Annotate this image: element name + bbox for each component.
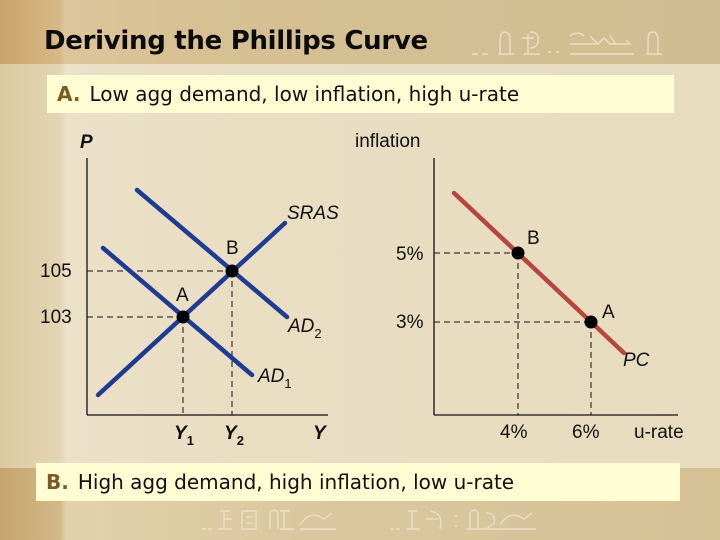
left-graph-axes (86, 158, 328, 416)
ad1-label: AD1 (258, 366, 292, 390)
sras-label: SRAS (287, 203, 339, 224)
pc-point-a-marker (584, 315, 598, 329)
y-tick-3pct: 3% (396, 312, 424, 333)
pc-curve-label: PC (623, 350, 650, 371)
left-graph-curves (95, 187, 290, 398)
left-y-axis-label: P (80, 132, 93, 153)
hieroglyph-decoration-bottom (202, 509, 536, 530)
right-y-axis-label: inflation (355, 131, 421, 152)
ad2-label-sub: 2 (314, 326, 322, 341)
y-tick-103: 103 (40, 307, 72, 328)
left-graph-dashed-guides (87, 270, 233, 415)
y-tick-105: 105 (40, 261, 72, 282)
caption-scenario-b: B. High agg demand, high inflation, low u… (36, 463, 680, 501)
x-tick-y2-main: Y (224, 423, 237, 444)
hieroglyph-decoration-top (472, 31, 662, 55)
ad1-label-sub: 1 (284, 376, 292, 391)
caption-b-text: High agg demand, high inflation, low u-r… (77, 470, 515, 494)
ad2-curve (134, 187, 290, 320)
y-tick-5pct: 5% (396, 244, 424, 265)
point-b-label: B (226, 238, 239, 259)
background-content-panel (0, 64, 720, 468)
ad2-label: AD2 (288, 316, 322, 340)
x-tick-y2: Y2 (224, 423, 244, 447)
caption-a-letter: A. (57, 82, 81, 106)
x-tick-y1: Y1 (174, 423, 194, 447)
caption-scenario-a: A. Low agg demand, low inflation, high u-… (47, 75, 674, 113)
x-tick-y2-sub: 2 (236, 433, 244, 448)
phillips-curve (451, 190, 627, 356)
right-graph-axes (433, 158, 678, 416)
pc-point-a-label: A (602, 302, 615, 323)
point-b-marker (225, 264, 239, 278)
ad1-label-main: AD (258, 366, 285, 387)
x-tick-y1-sub: 1 (186, 433, 194, 448)
point-a-label: A (176, 285, 189, 306)
caption-a-text: Low agg demand, low inflation, high u-ra… (89, 82, 520, 106)
point-a-marker (176, 310, 190, 324)
right-x-axis-label: u-rate (634, 422, 684, 443)
pc-point-b-marker (511, 246, 525, 260)
left-x-axis-label: Y (313, 423, 326, 444)
pc-point-b-label: B (527, 228, 540, 249)
ad1-curve (100, 245, 255, 378)
sras-curve (95, 220, 288, 398)
slide-title: Deriving the Phillips Curve (44, 26, 428, 56)
x-tick-6pct: 6% (572, 422, 600, 443)
right-graph-dashed-guides (434, 252, 592, 415)
ad2-label-main: AD (288, 316, 315, 337)
caption-b-letter: B. (46, 470, 69, 494)
x-tick-4pct: 4% (500, 422, 528, 443)
x-tick-y1-main: Y (174, 423, 187, 444)
